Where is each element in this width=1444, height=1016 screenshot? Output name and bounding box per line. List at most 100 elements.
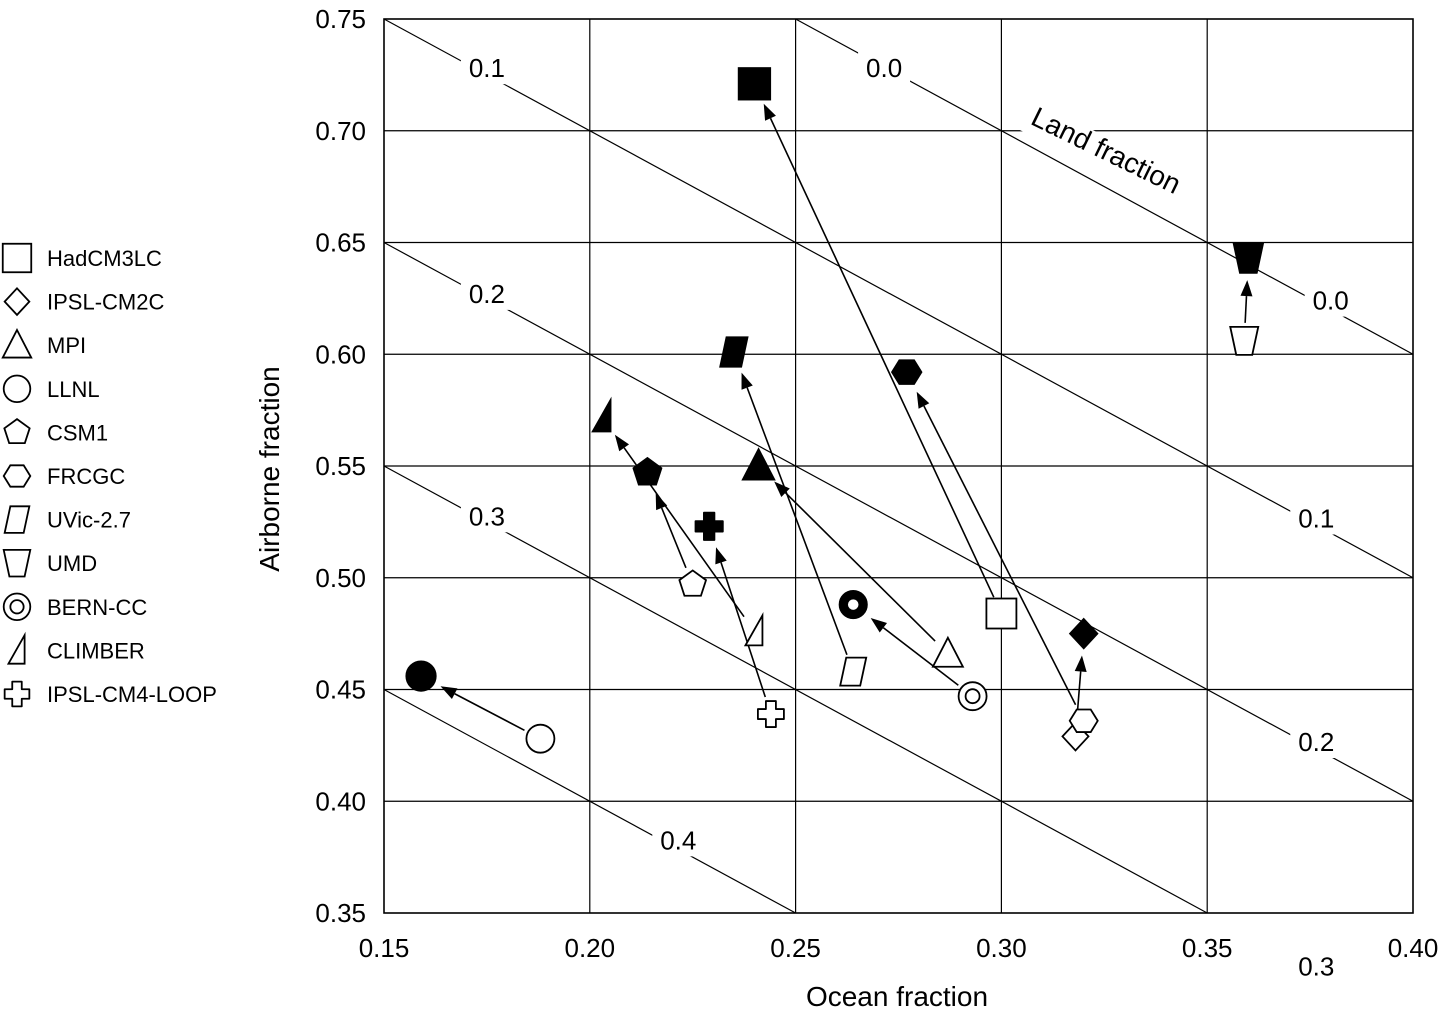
change-arrow (784, 492, 936, 642)
change-arrow (882, 627, 959, 686)
open-marker (931, 635, 965, 668)
legend-marker (1, 242, 33, 274)
legend-marker (3, 286, 31, 317)
legend-marker (2, 464, 32, 488)
arrow-head (741, 372, 753, 390)
open-marker (1229, 325, 1260, 356)
x-tick-label: 0.15 (359, 933, 410, 963)
legend-marker (3, 680, 31, 708)
x-tick-label: 0.35 (1182, 933, 1233, 963)
filled-marker (405, 660, 437, 692)
y-tick-label: 0.75 (315, 4, 366, 34)
open-marker (757, 700, 785, 728)
y-tick-label: 0.65 (315, 228, 366, 258)
change-arrow (1244, 296, 1248, 323)
legend-marker (6, 631, 26, 665)
open-marker (525, 723, 556, 754)
arrow-head (774, 481, 790, 498)
legend-label: CSM1 (47, 420, 108, 445)
change-arrow (660, 507, 687, 569)
filled-marker (737, 67, 772, 101)
y-tick-label: 0.70 (315, 116, 366, 146)
arrow-head (916, 391, 930, 409)
open-marker (678, 569, 708, 597)
open-marker (743, 611, 764, 647)
y-tick-label: 0.35 (315, 898, 366, 928)
x-axis-title: Ocean fraction (806, 981, 988, 1012)
land-fraction-label: 0.1 (469, 53, 505, 83)
annotation-backing (1018, 100, 1191, 207)
land-fraction-label: 0.0 (866, 53, 902, 83)
arrows (440, 103, 1253, 732)
land-fraction-label: 0.0 (1313, 286, 1349, 316)
change-arrow (769, 117, 995, 598)
y-axis-title: Airborne fraction (254, 366, 285, 571)
arrow-head (440, 686, 458, 700)
filled-marker (890, 359, 923, 385)
land-fraction-line (383, 465, 1208, 914)
legend-marker (2, 549, 32, 578)
filled-marker (719, 336, 749, 368)
legend-label: CLIMBER (47, 638, 145, 663)
land-fraction-label: 0.3 (1298, 952, 1334, 982)
change-arrow (746, 387, 848, 656)
filled-marker (632, 456, 663, 486)
x-tick-label: 0.30 (976, 933, 1027, 963)
x-tick-label: 0.20 (564, 933, 615, 963)
filled-marker (838, 590, 868, 620)
y-tick-label: 0.50 (315, 563, 366, 593)
label-backing (1290, 500, 1343, 535)
change-arrow (720, 562, 767, 698)
arrow-head (763, 103, 776, 121)
open-marker (839, 656, 868, 687)
y-tick-label: 0.55 (315, 451, 366, 481)
open-marker (985, 597, 1018, 630)
label-backing (460, 275, 513, 310)
arrow-head (1240, 280, 1253, 297)
land-fraction-line (383, 688, 796, 914)
label-backing (460, 498, 513, 533)
filled-marker (741, 447, 776, 481)
legend-marker (1, 328, 33, 359)
arrow-head (870, 617, 888, 633)
arrow-head (614, 434, 630, 452)
legend-marker (2, 374, 32, 403)
open-marker (957, 681, 988, 712)
x-tick-label: 0.40 (1388, 933, 1439, 963)
label-backing (1304, 282, 1357, 317)
label-backing (1290, 724, 1343, 759)
legend-label: HadCM3LC (47, 246, 162, 271)
legend-marker (2, 592, 32, 621)
land-fraction-label: 0.2 (469, 279, 505, 309)
legend-label: FRCGC (47, 464, 125, 489)
land-fraction-label: 0.1 (1298, 504, 1334, 534)
label-backing (858, 50, 911, 85)
arrow-head (1074, 655, 1087, 672)
label-backing (460, 50, 513, 85)
filled-marker (694, 511, 724, 541)
label-backing (652, 822, 705, 857)
legend-marker (3, 417, 31, 445)
land-fraction-line (383, 18, 1414, 579)
legend-label: LLNL (47, 377, 100, 402)
legend-label: UMD (47, 551, 97, 576)
arrow-head (715, 547, 727, 565)
label-backing (1290, 948, 1343, 983)
land-fraction-lines: 0.0 0.0 0.1 0.1 0.2 0.2 0.3 0.3 0.4 (383, 18, 1414, 983)
grid (384, 19, 1413, 913)
legend-marker (3, 505, 31, 534)
legend-label: MPI (47, 333, 86, 358)
axis-ticks: 0.15 0.20 0.25 0.30 0.35 0.40 0.35 0.40 0.45 0.50… (315, 4, 1438, 963)
filled-marker (1232, 242, 1265, 274)
land-fraction-line (383, 241, 1414, 802)
filled-marker (591, 396, 612, 433)
filled-marker (1068, 617, 1099, 650)
open-marker (1068, 708, 1099, 733)
y-tick-label: 0.45 (315, 675, 366, 705)
y-tick-label: 0.60 (315, 339, 366, 369)
land-fraction-label: 0.4 (660, 825, 696, 855)
change-arrow (454, 693, 525, 732)
legend-label: UVic-2.7 (47, 508, 131, 533)
